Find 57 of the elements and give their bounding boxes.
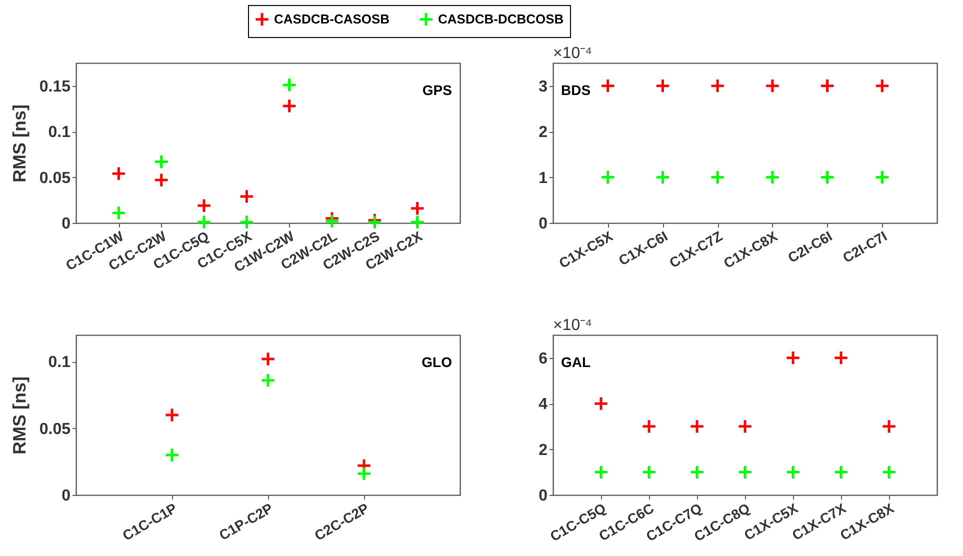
point [737, 464, 753, 480]
point [154, 154, 169, 170]
point [164, 407, 180, 423]
y-tick-label: 1 [538, 170, 548, 187]
point [239, 188, 254, 204]
point [164, 447, 180, 463]
point [410, 200, 425, 216]
y-axis-title: RMS [ns] [9, 376, 30, 454]
text: GLO [422, 354, 452, 370]
y-tick-label: 0.1 [48, 354, 71, 372]
point [282, 98, 297, 114]
point [641, 418, 657, 434]
point [833, 464, 849, 480]
point [881, 464, 897, 480]
point [196, 198, 212, 214]
y-tick-label: 0 [62, 216, 71, 232]
y-tick-label: 0.05 [39, 420, 71, 438]
text: ×10⁻⁴ [553, 45, 592, 62]
y-tick-label: 6 [538, 350, 548, 368]
y-tick-label: 3 [538, 78, 548, 96]
point [260, 372, 276, 388]
text: GAL [561, 354, 591, 370]
text: BDS [561, 82, 591, 98]
point [356, 466, 372, 482]
legend-label: CASDCB-CASOSB [274, 11, 390, 26]
point [282, 77, 297, 93]
text: ×10⁻⁴ [553, 317, 592, 334]
point [881, 418, 897, 434]
y-tick-label: 0 [538, 216, 548, 232]
y-tick-label: 2 [538, 442, 548, 459]
text: GPS [422, 82, 452, 98]
y-tick-label: 0 [538, 488, 548, 504]
point [785, 464, 801, 480]
y-tick-label: 0 [62, 488, 71, 504]
y-tick-label: 2 [538, 124, 548, 142]
point [239, 214, 254, 230]
point [785, 350, 801, 366]
point [833, 350, 849, 366]
point [196, 214, 212, 230]
y-axis-title: RMS [ns] [9, 104, 30, 182]
point [641, 464, 657, 480]
point [593, 464, 609, 480]
point [154, 172, 169, 188]
point [737, 418, 753, 434]
y-tick-label: 0.15 [39, 78, 71, 96]
legend-label: CASDCB-DCBCOSB [438, 11, 564, 26]
point [111, 205, 126, 221]
point [324, 214, 340, 229]
point [410, 214, 425, 230]
y-tick-label: 4 [538, 396, 548, 414]
y-tick-label: 0.1 [48, 124, 71, 142]
point [111, 166, 126, 182]
point [593, 396, 609, 412]
point [689, 418, 705, 434]
point [260, 351, 276, 367]
point [689, 464, 705, 480]
y-tick-label: 0.05 [39, 170, 71, 187]
